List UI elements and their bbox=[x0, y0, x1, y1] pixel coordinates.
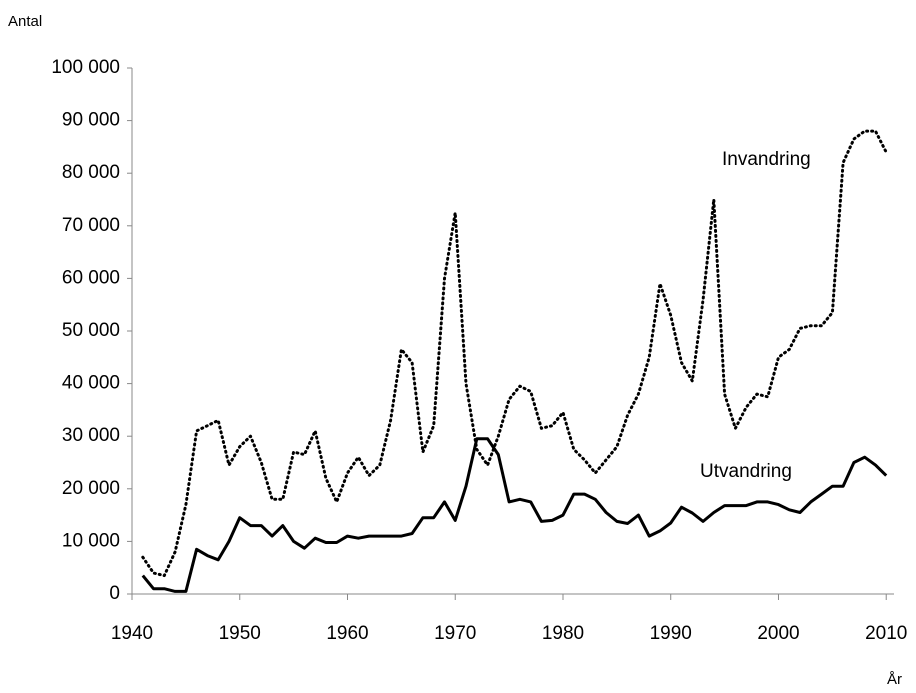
y-tick-label: 80 000 bbox=[62, 162, 120, 183]
x-tick-label: 1980 bbox=[542, 623, 584, 644]
series-label: Utvandring bbox=[700, 461, 792, 482]
y-tick-label: 40 000 bbox=[62, 373, 120, 394]
x-tick-label: 2010 bbox=[865, 623, 907, 644]
y-tick-label: 10 000 bbox=[62, 530, 120, 551]
series-line bbox=[141, 437, 888, 593]
y-tick-label: 20 000 bbox=[62, 478, 120, 499]
y-axis-label: Antal bbox=[8, 13, 42, 30]
y-tick-label: 0 bbox=[109, 583, 120, 604]
y-tick-label: 30 000 bbox=[62, 425, 120, 446]
x-axis-label: År bbox=[887, 671, 902, 688]
x-tick-label: 1940 bbox=[111, 623, 153, 644]
x-tick-label: 2000 bbox=[757, 623, 799, 644]
x-tick-label: 1970 bbox=[434, 623, 476, 644]
y-tick-label: 50 000 bbox=[62, 320, 120, 341]
x-tick-label: 1960 bbox=[326, 623, 368, 644]
y-tick-label: 70 000 bbox=[62, 215, 120, 236]
y-tick-label: 90 000 bbox=[62, 110, 120, 131]
x-tick-label: 1990 bbox=[650, 623, 692, 644]
x-tick-label: 1950 bbox=[219, 623, 261, 644]
y-tick-label: 60 000 bbox=[62, 267, 120, 288]
series-line bbox=[141, 129, 888, 578]
series-label: Invandring bbox=[722, 149, 811, 170]
y-tick-label: 100 000 bbox=[51, 57, 120, 78]
